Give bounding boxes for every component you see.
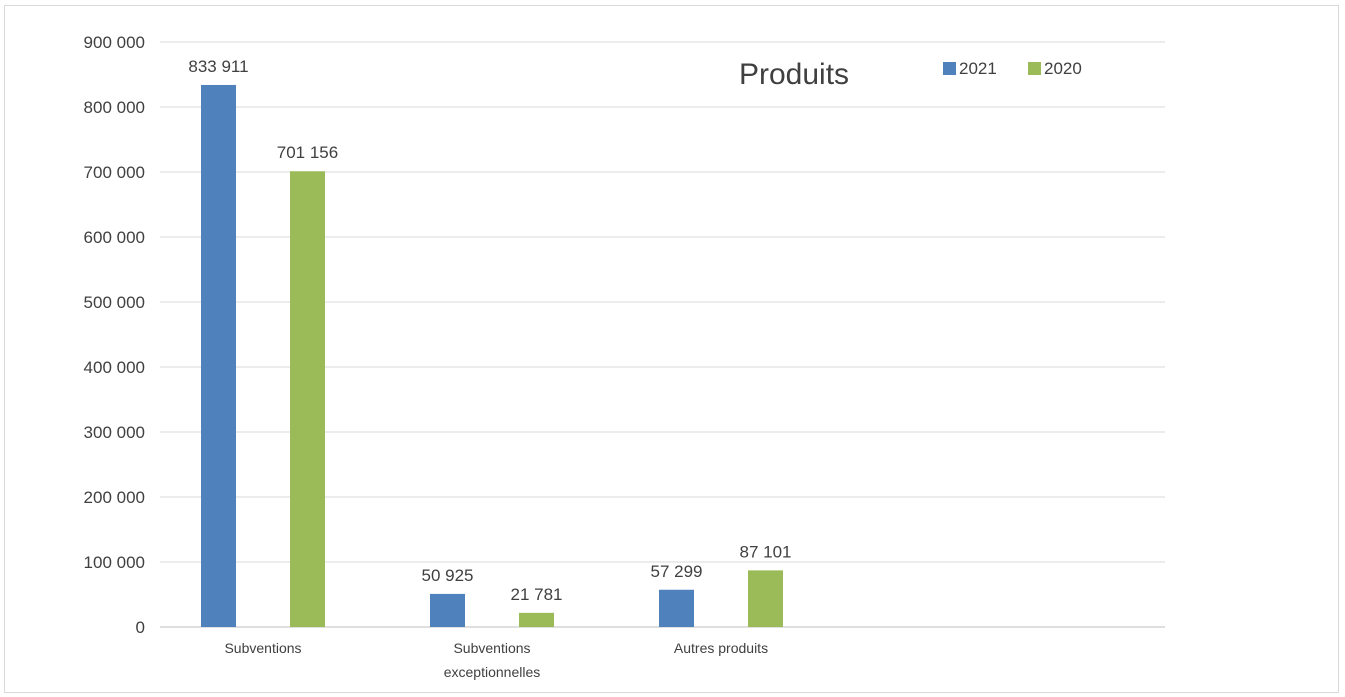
- bar-2021-2: [659, 589, 694, 627]
- bar-2021-0: [201, 84, 236, 628]
- category-label: exceptionnelles: [444, 664, 541, 680]
- chart-title: Produits: [739, 58, 849, 91]
- category-label: Autres produits: [674, 640, 768, 656]
- y-tick-label: 800 000: [84, 98, 145, 117]
- gridlines: [160, 41, 1165, 628]
- data-label: 57 299: [651, 562, 703, 581]
- bar-2020-1: [519, 612, 554, 627]
- legend: 2021 2020: [943, 59, 1082, 78]
- y-tick-label: 300 000: [84, 423, 145, 442]
- bars: [201, 84, 783, 628]
- data-labels: 833 911 50 925 57 299 701 156 21 781 87 101: [188, 57, 791, 604]
- data-label: 21 781: [511, 585, 563, 604]
- data-label: 701 156: [277, 143, 338, 162]
- legend-swatch-2020: [1028, 62, 1041, 75]
- y-tick-label: 0: [136, 618, 145, 637]
- y-tick-label: 200 000: [84, 488, 145, 507]
- category-label: Subventions: [224, 640, 301, 656]
- y-tick-label: 600 000: [84, 228, 145, 247]
- y-tick-label: 700 000: [84, 163, 145, 182]
- chart-frame: 0 100 000 200 000 300 000 400 000 500 000 600 …: [4, 5, 1339, 693]
- y-tick-label: 900 000: [84, 33, 145, 52]
- data-label: 50 925: [422, 566, 474, 585]
- legend-swatch-2021: [943, 62, 956, 75]
- y-axis: 0 100 000 200 000 300 000 400 000 500 000 600 …: [84, 33, 145, 637]
- x-axis: Subventions Subventions exceptionnelles Aut…: [224, 640, 768, 680]
- bar-chart: 0 100 000 200 000 300 000 400 000 500 000 600 …: [84, 33, 1165, 680]
- y-tick-label: 100 000: [84, 553, 145, 572]
- legend-label: 2021: [959, 59, 997, 78]
- data-label: 87 101: [740, 542, 792, 561]
- data-label: 833 911: [188, 57, 248, 76]
- bar-2021-1: [430, 593, 465, 627]
- bar-2020-0: [290, 171, 325, 627]
- y-tick-label: 400 000: [84, 358, 145, 377]
- bar-2020-2: [748, 570, 783, 627]
- legend-label: 2020: [1044, 59, 1082, 78]
- category-label: Subventions: [453, 640, 530, 656]
- y-tick-label: 500 000: [84, 293, 145, 312]
